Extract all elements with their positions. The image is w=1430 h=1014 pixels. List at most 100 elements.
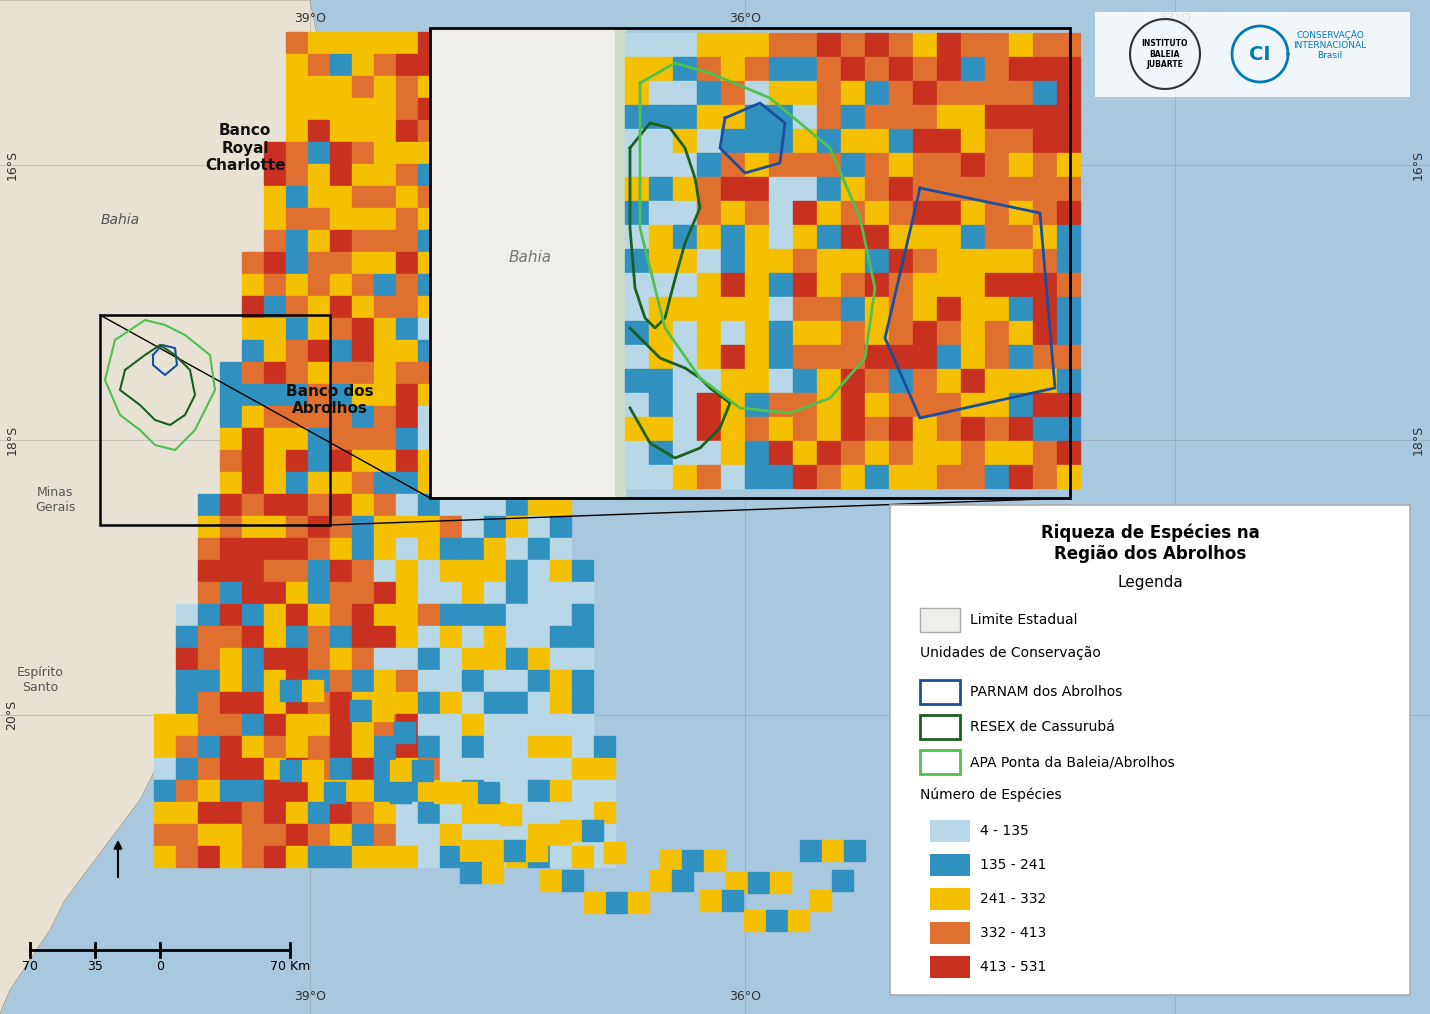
Bar [286, 714, 307, 735]
Bar [1010, 225, 1032, 248]
Bar [865, 57, 888, 80]
Bar [154, 824, 174, 845]
Bar [396, 758, 418, 779]
Bar [242, 340, 263, 361]
Bar [197, 802, 219, 823]
Bar [440, 780, 460, 801]
Bar [440, 692, 460, 713]
Bar [352, 296, 373, 317]
Bar [745, 57, 768, 80]
Text: 16°S: 16°S [6, 150, 19, 180]
Bar [375, 164, 395, 185]
Bar [937, 465, 960, 488]
Bar [265, 582, 285, 603]
Bar [582, 820, 603, 841]
Bar [937, 105, 960, 128]
Bar [220, 802, 242, 823]
Bar [528, 472, 549, 493]
Bar [462, 538, 483, 559]
Text: PARNAM dos Abrolhos: PARNAM dos Abrolhos [970, 685, 1123, 699]
Bar [704, 850, 725, 871]
Bar [1057, 465, 1080, 488]
Bar [503, 840, 525, 861]
Bar [330, 824, 350, 845]
Bar [1057, 57, 1080, 80]
Bar [352, 252, 373, 273]
Bar [176, 736, 197, 757]
Bar [307, 208, 329, 229]
Bar [672, 870, 694, 891]
Bar [572, 736, 593, 757]
Bar [242, 758, 263, 779]
Bar [197, 758, 219, 779]
Bar [330, 450, 350, 470]
Bar [1032, 81, 1055, 104]
Bar [912, 105, 937, 128]
Bar [506, 318, 528, 339]
Bar [865, 201, 888, 224]
Bar [721, 177, 744, 200]
Bar [889, 321, 912, 344]
Bar [352, 604, 373, 625]
Bar [352, 538, 373, 559]
Bar [265, 780, 285, 801]
Bar [674, 225, 696, 248]
Bar [889, 441, 912, 464]
Bar [330, 736, 350, 757]
Bar [440, 186, 460, 207]
Bar [375, 670, 395, 691]
Bar [841, 57, 864, 80]
Bar [1057, 321, 1080, 344]
Bar [674, 297, 696, 320]
Bar [440, 164, 460, 185]
Bar [220, 692, 242, 713]
Bar [889, 153, 912, 176]
Bar [307, 384, 329, 405]
Bar [242, 252, 263, 273]
Bar [440, 582, 460, 603]
Bar [937, 57, 960, 80]
Bar [440, 846, 460, 867]
Bar [985, 129, 1008, 152]
Bar [572, 582, 593, 603]
Bar [649, 417, 672, 440]
Bar [220, 494, 242, 515]
Bar [506, 230, 528, 251]
Text: 413 - 531: 413 - 531 [980, 960, 1047, 974]
Bar [352, 802, 373, 823]
Bar [265, 406, 285, 427]
Bar [572, 758, 593, 779]
Bar [528, 516, 549, 537]
Bar [745, 105, 768, 128]
Bar [330, 296, 350, 317]
Bar [817, 345, 839, 368]
Bar [483, 296, 505, 317]
Bar [242, 516, 263, 537]
Bar [375, 582, 395, 603]
Bar [937, 81, 960, 104]
Bar [375, 208, 395, 229]
Bar [375, 692, 395, 713]
Bar [817, 465, 839, 488]
Bar [265, 516, 285, 537]
Bar [375, 494, 395, 515]
Bar [1032, 153, 1055, 176]
Bar [286, 98, 307, 119]
Bar [483, 626, 505, 647]
Bar [352, 340, 373, 361]
Bar [396, 846, 418, 867]
Bar [528, 604, 549, 625]
Bar [483, 428, 505, 449]
Bar [674, 321, 696, 344]
Bar [696, 345, 719, 368]
Bar [528, 274, 549, 295]
Bar [551, 714, 571, 735]
Bar [462, 340, 483, 361]
Bar [462, 582, 483, 603]
Bar [817, 153, 839, 176]
Bar [930, 922, 970, 944]
Bar [462, 450, 483, 470]
Bar [912, 345, 937, 368]
Bar [242, 384, 263, 405]
Bar [769, 345, 792, 368]
